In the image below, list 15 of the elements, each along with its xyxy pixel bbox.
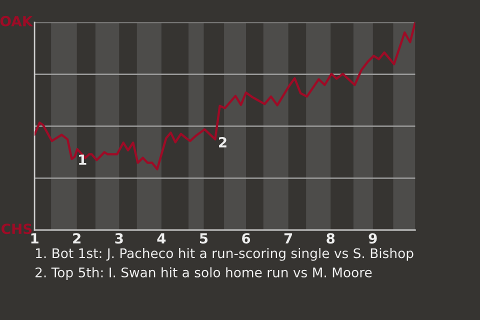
text: OAK	[0, 16, 34, 26]
x-tick-label: 5	[200, 233, 208, 244]
annotation: 2	[219, 137, 226, 148]
x-tick-label: 1	[31, 233, 38, 244]
x-tick-label: 3	[115, 233, 123, 244]
x-tick-label: 9	[368, 233, 377, 244]
x-tick-label: 8	[326, 233, 335, 244]
text: 2. Top 5th: I. Swan hit a solo home run vs M. Moore	[36, 267, 372, 280]
text: CHS	[2, 224, 32, 234]
text: 1. Bot 1st: J. Pacheco hit a run-scoring single vs S. Bishop	[36, 248, 414, 261]
x-tick-label: 6	[242, 233, 250, 244]
annotation: 1	[79, 154, 86, 165]
x-tick-label: 2	[73, 233, 80, 244]
x-tick-label: 4	[157, 233, 166, 244]
x-tick-label: 7	[284, 233, 292, 244]
